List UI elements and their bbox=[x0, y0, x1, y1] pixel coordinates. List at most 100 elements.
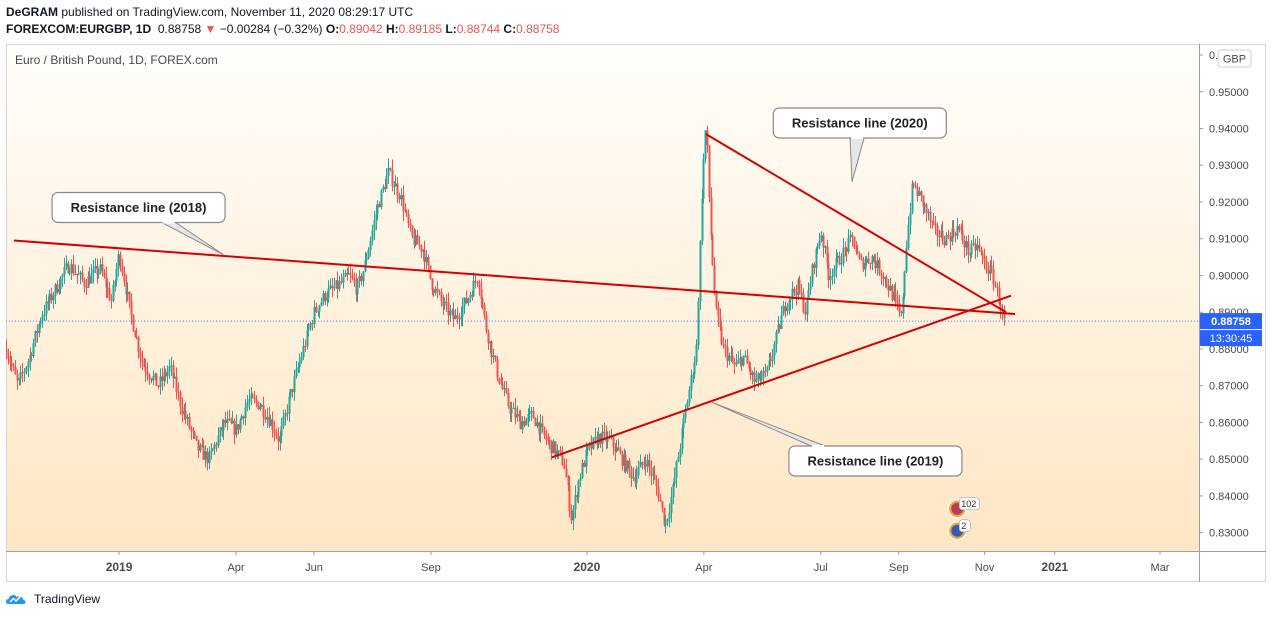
publish-info: DeGRAM published on TradingView.com, Nov… bbox=[6, 5, 413, 19]
candle-body bbox=[16, 374, 19, 381]
resistance-line-2018-callout[interactable]: Resistance line (2018) bbox=[51, 191, 226, 256]
candle-body bbox=[458, 318, 461, 320]
tradingview-logo-icon[interactable] bbox=[6, 591, 30, 607]
candle bbox=[798, 275, 801, 294]
candle-body bbox=[911, 183, 914, 213]
candle-body bbox=[717, 307, 720, 318]
candle bbox=[624, 450, 627, 474]
candle-body bbox=[965, 241, 968, 248]
candle bbox=[242, 415, 245, 425]
candle-body bbox=[461, 306, 464, 317]
candle bbox=[456, 307, 459, 325]
candle-body bbox=[54, 284, 57, 296]
candle-body bbox=[204, 451, 207, 460]
author-name[interactable]: DeGRAM bbox=[6, 5, 59, 19]
publish-date: published on TradingView.com, November 1… bbox=[61, 5, 414, 19]
candle-body bbox=[219, 427, 222, 436]
plot-background bbox=[6, 44, 1199, 551]
candle-body bbox=[949, 236, 952, 242]
candle-body bbox=[434, 288, 437, 294]
candle bbox=[811, 262, 814, 288]
candle bbox=[860, 253, 863, 261]
candle bbox=[684, 404, 687, 424]
chart-frame[interactable]: Euro / British Pound, 1D, FOREX.com 0.83… bbox=[5, 44, 1266, 582]
candle-body bbox=[375, 213, 378, 221]
candle-body bbox=[929, 211, 932, 222]
price-chart[interactable]: Euro / British Pound, 1D, FOREX.com 0.83… bbox=[5, 44, 1266, 582]
candle-body bbox=[545, 435, 548, 440]
candle-body bbox=[106, 287, 109, 289]
candle-body bbox=[554, 441, 557, 455]
currency-badge[interactable]: GBP bbox=[1217, 49, 1252, 68]
candle-body bbox=[253, 397, 256, 400]
candle bbox=[699, 239, 702, 310]
candle bbox=[7, 348, 10, 365]
resistance-line-2020-callout[interactable]: Resistance line (2020) bbox=[772, 107, 947, 182]
resistance-line-2019-callout[interactable]: Resistance line (2019) bbox=[711, 401, 963, 477]
candle-body bbox=[972, 243, 975, 245]
candle bbox=[512, 402, 515, 409]
candle bbox=[333, 277, 336, 292]
candle-body bbox=[505, 387, 508, 393]
candle bbox=[690, 369, 693, 399]
candle bbox=[195, 435, 198, 442]
candle-body bbox=[681, 428, 684, 449]
callout-label: Resistance line (2019) bbox=[807, 453, 943, 468]
eu-events-icon[interactable]: 2 bbox=[947, 519, 971, 541]
candle bbox=[304, 339, 307, 352]
candle bbox=[818, 232, 821, 249]
candle bbox=[83, 277, 86, 293]
candle bbox=[269, 414, 272, 427]
candle bbox=[365, 252, 368, 265]
candle-body bbox=[826, 246, 829, 263]
candle bbox=[266, 407, 269, 428]
candle-body bbox=[891, 285, 894, 301]
candle bbox=[222, 419, 225, 440]
last-price-tag-bg bbox=[1200, 313, 1262, 330]
candle bbox=[646, 454, 649, 473]
candle-body bbox=[775, 331, 778, 344]
candle-body bbox=[507, 392, 510, 407]
uk-events-icon[interactable]: 102 bbox=[947, 497, 980, 519]
candle-body bbox=[295, 369, 298, 377]
candle bbox=[427, 254, 430, 273]
footer-brand[interactable]: TradingView bbox=[34, 592, 101, 606]
candle bbox=[248, 389, 251, 411]
candle bbox=[41, 310, 44, 328]
candle-body bbox=[311, 323, 314, 325]
candle bbox=[545, 429, 548, 446]
resistance-line-2019[interactable] bbox=[551, 294, 1012, 459]
resistance-line-2020[interactable] bbox=[705, 133, 1007, 314]
candle-body bbox=[431, 278, 434, 291]
candle-body bbox=[152, 375, 155, 381]
candle bbox=[847, 229, 850, 254]
candle bbox=[909, 202, 912, 235]
candle-body bbox=[166, 371, 169, 377]
candle-body bbox=[382, 186, 385, 190]
last-price-tag[interactable]: 0.88758 bbox=[1200, 313, 1262, 330]
resistance-line-2018[interactable] bbox=[13, 239, 1016, 316]
candle bbox=[110, 294, 113, 309]
candle-body bbox=[161, 376, 164, 381]
candle bbox=[992, 260, 995, 292]
candle bbox=[949, 232, 952, 251]
chart-border bbox=[6, 44, 1266, 582]
candle-body bbox=[811, 264, 814, 284]
candle-body bbox=[737, 359, 740, 364]
candle bbox=[351, 268, 354, 281]
candle bbox=[715, 290, 718, 311]
candle-body bbox=[606, 436, 609, 442]
candle bbox=[708, 144, 711, 203]
candle bbox=[217, 427, 220, 448]
candle-body bbox=[621, 452, 624, 466]
candle-body bbox=[32, 343, 35, 356]
candle bbox=[722, 337, 725, 350]
candle-body bbox=[465, 297, 468, 304]
candle-body bbox=[333, 287, 336, 289]
x-tick-label: Jul bbox=[814, 562, 828, 574]
candle-body bbox=[885, 277, 888, 286]
candle bbox=[873, 254, 876, 263]
candle bbox=[465, 290, 468, 305]
candle-body bbox=[827, 262, 830, 281]
candle bbox=[985, 255, 988, 274]
